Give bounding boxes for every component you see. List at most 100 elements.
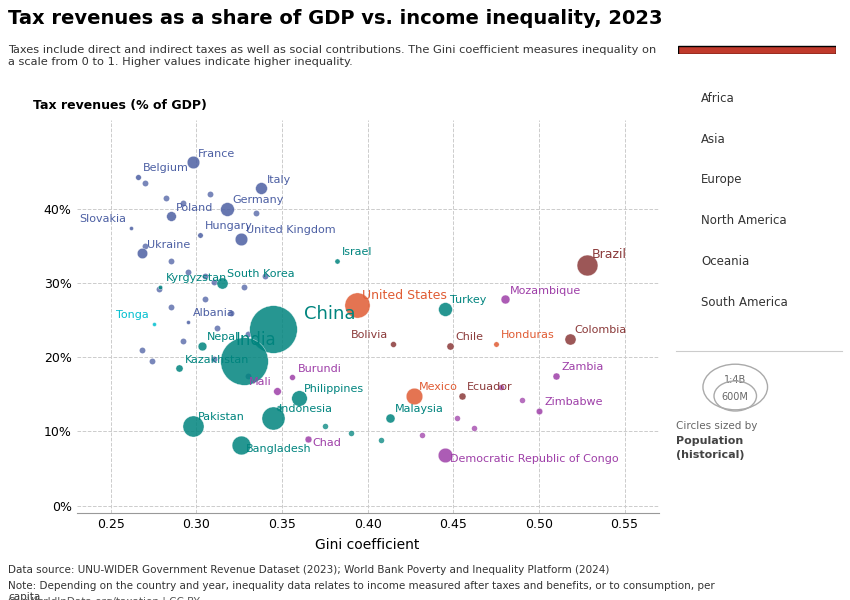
Point <box>147 319 161 329</box>
Point <box>203 190 217 199</box>
Text: South Korea: South Korea <box>227 269 295 280</box>
Point <box>443 341 456 351</box>
Point <box>350 301 364 310</box>
Text: Turkey: Turkey <box>450 295 486 305</box>
Text: Ecuador: Ecuador <box>467 382 513 392</box>
Text: Slovakia: Slovakia <box>79 214 126 224</box>
Point <box>186 157 200 167</box>
Point <box>186 421 200 430</box>
Text: Taxes include direct and indirect taxes as well as social contributions. The Gin: Taxes include direct and indirect taxes … <box>8 45 657 67</box>
Point <box>234 440 247 449</box>
Point <box>132 172 145 182</box>
Point <box>407 391 421 401</box>
Point <box>255 184 269 193</box>
Text: Oceania: Oceania <box>701 255 750 268</box>
Point <box>455 391 468 401</box>
Point <box>267 325 280 334</box>
Point <box>318 421 332 430</box>
Point <box>383 413 397 423</box>
Text: Democratic Republic of Congo: Democratic Republic of Congo <box>450 454 619 464</box>
Point <box>286 373 299 382</box>
Text: Burundi: Burundi <box>298 364 342 374</box>
Point <box>292 393 306 403</box>
Text: 600M: 600M <box>722 392 749 403</box>
Text: Bolivia: Bolivia <box>351 330 388 340</box>
Point <box>532 406 546 415</box>
Point <box>154 282 167 292</box>
Point <box>164 256 178 266</box>
Point <box>164 212 178 221</box>
Text: United Kingdom: United Kingdom <box>246 225 336 235</box>
Text: Zimbabwe: Zimbabwe <box>544 397 603 407</box>
Point <box>438 451 451 460</box>
Point <box>181 317 195 326</box>
Point <box>343 428 357 438</box>
Point <box>193 230 207 240</box>
FancyBboxPatch shape <box>678 46 836 54</box>
Text: Kyrgyzstan: Kyrgyzstan <box>166 273 227 283</box>
Text: Italy: Italy <box>267 175 291 185</box>
Text: United States: United States <box>362 289 447 302</box>
Text: Pakistan: Pakistan <box>198 412 245 422</box>
Point <box>139 178 152 188</box>
Point <box>237 282 251 292</box>
Text: Bangladesh: Bangladesh <box>246 443 312 454</box>
Point <box>234 234 247 244</box>
Text: Mexico: Mexico <box>419 382 458 392</box>
Point <box>250 208 264 217</box>
Point <box>164 302 178 311</box>
Point <box>198 295 212 304</box>
Text: Tonga: Tonga <box>116 310 149 320</box>
Point <box>490 339 503 349</box>
Text: Note: Depending on the country and year, inequality data relates to income measu: Note: Depending on the country and year,… <box>8 581 715 600</box>
Point <box>181 267 195 277</box>
Point <box>207 354 220 364</box>
Point <box>152 284 166 294</box>
Point <box>301 434 314 443</box>
Point <box>224 308 237 317</box>
Point <box>173 364 186 373</box>
Text: Malaysia: Malaysia <box>395 404 444 415</box>
X-axis label: Gini coefficient: Gini coefficient <box>315 538 420 552</box>
Text: Colombia: Colombia <box>575 325 627 335</box>
Point <box>159 193 173 203</box>
Point <box>210 323 224 332</box>
Text: in Data: in Data <box>736 31 779 41</box>
Point <box>241 371 254 380</box>
Point <box>270 386 284 395</box>
Point <box>198 271 212 281</box>
Point <box>139 241 152 251</box>
Point <box>237 356 251 366</box>
Text: South America: South America <box>701 296 788 309</box>
Text: Africa: Africa <box>701 92 735 105</box>
Text: Hungary: Hungary <box>205 221 252 231</box>
Text: Israel: Israel <box>342 247 372 257</box>
Text: Chile: Chile <box>455 332 483 343</box>
Text: OurWorldInData.org/taxation | CC BY: OurWorldInData.org/taxation | CC BY <box>8 596 201 600</box>
Text: Honduras: Honduras <box>502 330 555 340</box>
Text: Nepal: Nepal <box>207 332 239 343</box>
Point <box>495 382 508 392</box>
Text: Belgium: Belgium <box>144 163 190 173</box>
Text: Data source: UNU-WIDER Government Revenue Dataset (2023); World Bank Poverty and: Data source: UNU-WIDER Government Revenu… <box>8 565 609 575</box>
Text: North America: North America <box>701 214 787 227</box>
Text: 1:4B: 1:4B <box>724 375 746 385</box>
Text: Europe: Europe <box>701 173 743 187</box>
Point <box>580 260 593 269</box>
Point <box>387 339 400 349</box>
Point <box>195 341 208 351</box>
Text: Philippines: Philippines <box>304 385 365 394</box>
Text: Population: Population <box>676 436 743 446</box>
Text: Albania: Albania <box>193 308 235 318</box>
Point <box>563 334 576 344</box>
Text: Chad: Chad <box>313 438 342 448</box>
Point <box>515 395 529 405</box>
Point <box>258 271 272 281</box>
Point <box>145 356 159 366</box>
Text: Germany: Germany <box>232 195 284 205</box>
Point <box>416 430 429 440</box>
Text: France: France <box>198 149 235 158</box>
Point <box>272 403 286 413</box>
Point <box>135 248 149 258</box>
Text: China: China <box>304 305 356 323</box>
